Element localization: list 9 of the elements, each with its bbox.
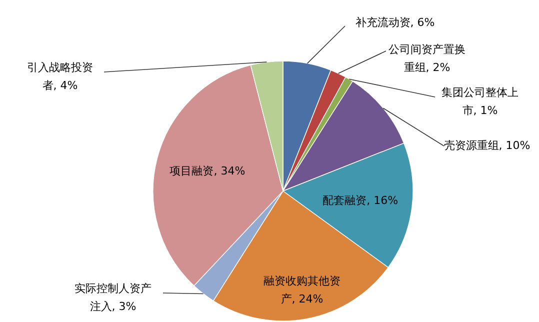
slice-label: 项目融资, 34%	[170, 164, 246, 178]
slice-label: 壳资源重组, 10%	[444, 139, 530, 152]
slice-label: 配套融资, 16%	[322, 194, 398, 207]
slice-label: 融资收购其他资产, 24%	[264, 274, 340, 306]
slice-label: 实际控制人资产注入, 3%	[74, 282, 152, 313]
slice-label: 补充流动资, 6%	[355, 16, 435, 29]
slice-label: 公司间资产置换重组, 2%	[388, 43, 466, 74]
slice-label: 集团公司整体上市, 1%	[442, 86, 518, 117]
slice-label: 引入战略投资者, 4%	[27, 61, 93, 92]
